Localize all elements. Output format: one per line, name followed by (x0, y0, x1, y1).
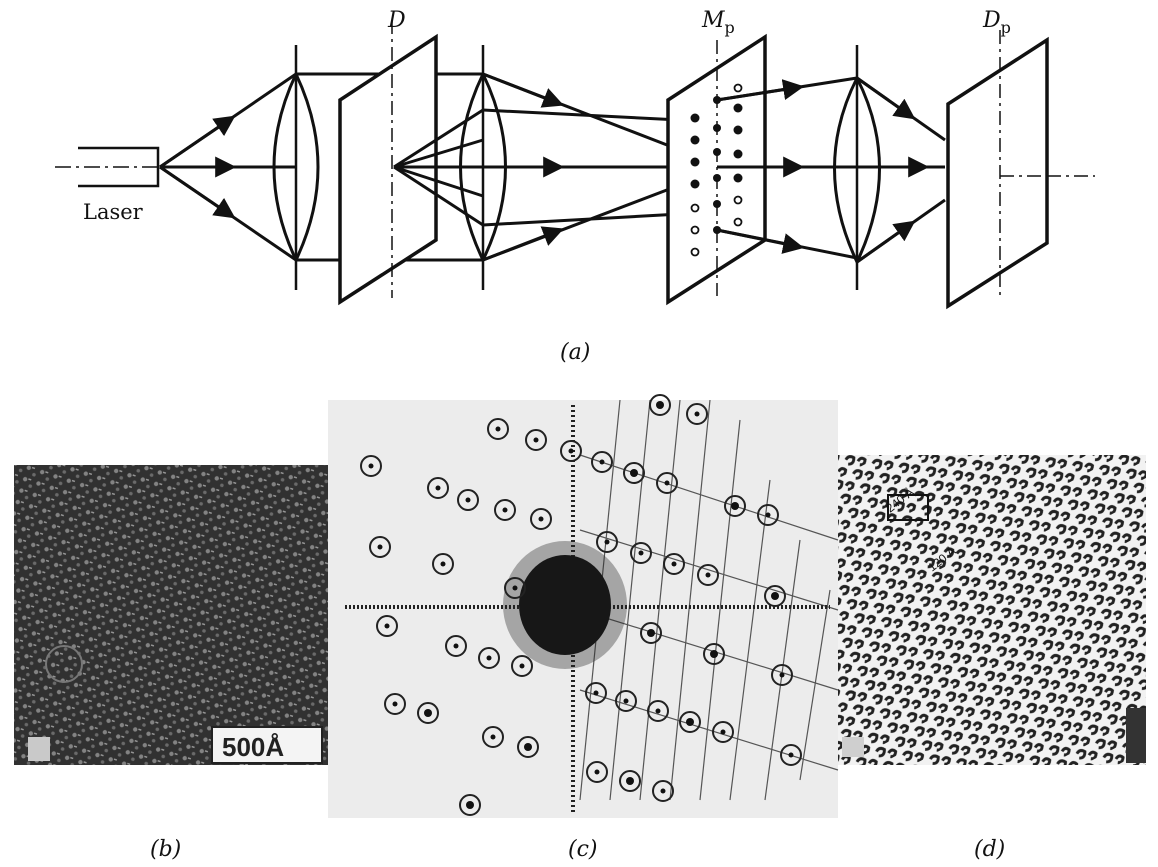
spot-centers (368, 401, 794, 809)
corner-marker (28, 737, 50, 761)
mask-spots-open (690, 83, 743, 257)
inset-box (887, 494, 929, 521)
mask-label-subscript: p (725, 18, 735, 37)
laser-label: Laser (83, 200, 144, 224)
scale-bar-box (211, 726, 323, 764)
corner-marker-d (842, 737, 864, 757)
circled-diffraction-spots (360, 394, 802, 816)
plate-D-label: D (387, 8, 406, 33)
mask-spots-filled (690, 96, 743, 234)
optical-schematic (55, 20, 1095, 310)
diffraction-object-plate-D (338, 20, 438, 306)
caption-d: (d) (974, 837, 1005, 862)
micrograph-circle-marker (45, 645, 83, 683)
scale-bar-label: 500Å (222, 732, 284, 762)
caption-c: (c) (568, 837, 598, 862)
image-plane-label-subscript: p (1001, 18, 1011, 37)
central-maximum (519, 555, 611, 655)
fourier-mask-Mp (666, 33, 767, 306)
image-plane-label: Dp (982, 8, 1011, 37)
reciprocal-lattice-grid (579, 399, 839, 801)
image-plane-Dp (946, 30, 1095, 310)
diffraction-panel-c (328, 394, 839, 818)
caption-b: (b) (150, 837, 181, 862)
micrograph-panel-b (14, 465, 334, 765)
caption-a: (a) (560, 340, 590, 365)
filtered-image-panel-d (836, 455, 1146, 765)
mask-label: Mp (701, 8, 735, 37)
